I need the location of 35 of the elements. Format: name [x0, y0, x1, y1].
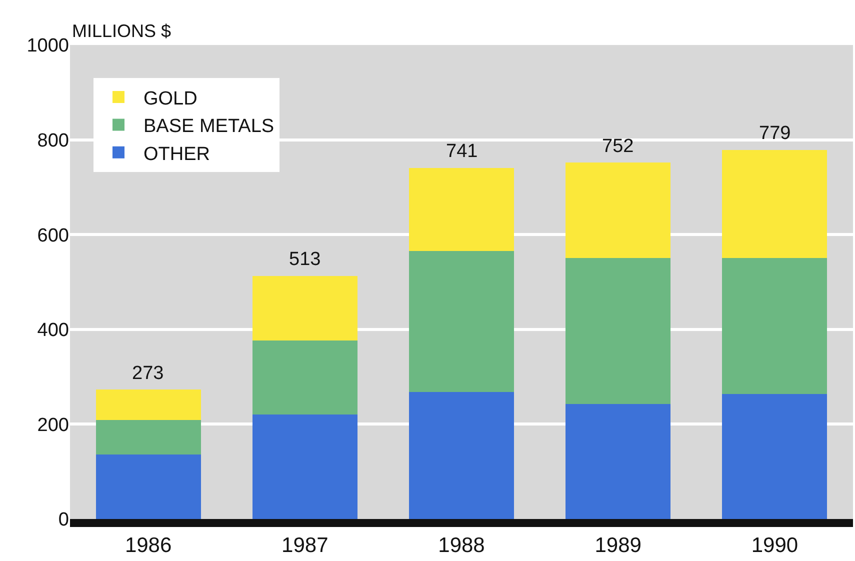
- total-label: 752: [602, 136, 634, 157]
- total-label: 779: [759, 123, 791, 144]
- x-tick-label: 1986: [124, 534, 172, 558]
- bar: [252, 340, 358, 415]
- bar: [409, 251, 514, 392]
- bar: [96, 454, 201, 519]
- bar: [409, 392, 514, 519]
- bar: [722, 394, 828, 519]
- legend-label: BASE METALS: [143, 116, 274, 138]
- bar: [566, 258, 671, 404]
- x-tick-label: 1990: [751, 534, 798, 558]
- bar: [96, 420, 201, 455]
- bar: [722, 150, 828, 258]
- total-label: 741: [446, 141, 478, 162]
- y-tick-label: 600: [37, 225, 69, 246]
- bar: [409, 168, 514, 252]
- y-tick-label: 800: [37, 130, 69, 152]
- total-label: 273: [132, 363, 164, 384]
- bar: [722, 258, 828, 394]
- y-tick-label: 0: [58, 510, 69, 531]
- x-tick-label: 1988: [438, 534, 485, 558]
- y-tick-label: 400: [37, 320, 69, 342]
- x-tick-label: 1987: [282, 534, 328, 558]
- bar: [96, 390, 201, 420]
- total-label: 513: [289, 249, 321, 270]
- y-tick-label: 1000: [26, 36, 69, 57]
- y-axis-title: MILLIONS $: [72, 21, 172, 41]
- bar: [566, 404, 671, 519]
- bar: [566, 162, 671, 258]
- bar: [252, 276, 358, 340]
- y-tick-label: 200: [37, 414, 69, 436]
- x-tick-label: 1989: [594, 534, 642, 558]
- bar: [252, 414, 358, 519]
- legend-label: GOLD: [143, 88, 198, 110]
- legend-label: OTHER: [143, 144, 210, 165]
